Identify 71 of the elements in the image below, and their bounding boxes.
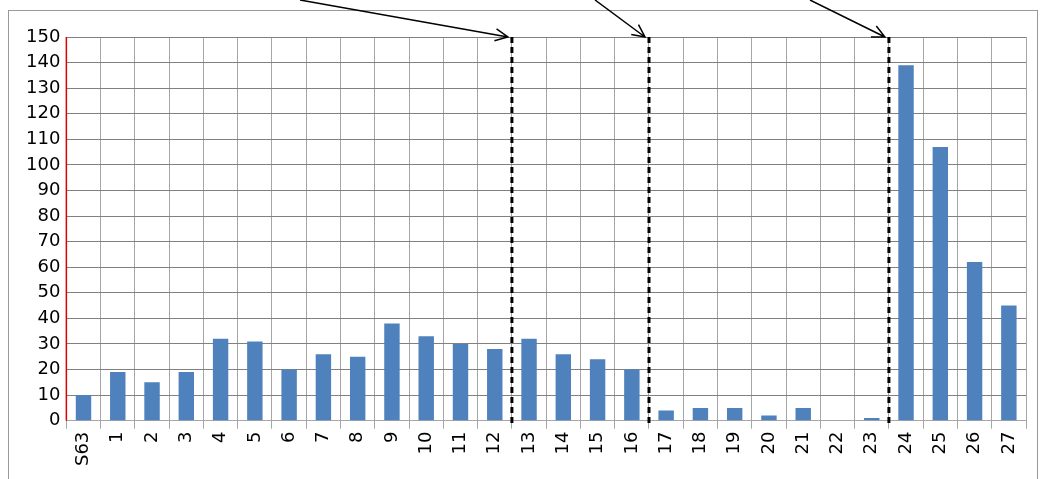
x-tick-label: 1 [105,431,127,444]
x-tick-label: 16 [619,431,641,455]
x-tick-label: 21 [790,431,812,455]
bar [624,369,640,421]
bar [932,146,949,421]
y-tick-label: 120 [26,101,61,123]
y-tick-label: 130 [26,75,61,97]
bar [795,407,811,421]
x-tick-label: 26 [962,431,984,455]
y-tick-label: 60 [37,254,61,276]
x-tick-label: 19 [722,431,744,455]
bar [281,369,297,421]
x-tick-label: 5 [242,431,264,444]
x-tick-label: 10 [413,431,435,455]
x-tick-label: 25 [927,431,949,455]
bar [384,323,400,421]
bar [761,415,777,421]
x-tick-label: 13 [516,431,538,455]
x-tick-label: 23 [859,431,881,455]
bar [418,336,434,421]
x-tick-label: 3 [173,431,195,444]
y-tick-label: 90 [37,178,61,200]
bar [144,382,160,421]
y-tick-label: 70 [37,229,61,251]
bar [349,356,366,421]
y-tick-label: 0 [48,408,61,430]
y-tick-label: 50 [37,280,61,302]
x-tick-label: 20 [756,431,778,455]
bar [178,372,195,421]
x-tick-label: 4 [208,431,230,444]
y-tick-label: 110 [26,126,61,148]
x-tick-label: 6 [276,431,298,444]
y-tick-label: 100 [26,152,61,174]
y-tick-label: 20 [37,357,61,379]
bar [589,359,606,421]
x-tick-label: 11 [448,431,470,455]
bar [1001,305,1017,421]
x-tick-label: S63 [71,431,93,467]
x-tick-label: 15 [585,431,607,455]
y-tick-label: 140 [26,50,61,72]
bar [692,407,709,421]
bar [555,354,572,421]
y-tick-label: 150 [26,24,61,46]
bar [247,341,263,421]
y-tick-label: 30 [37,331,61,353]
y-tick-label: 40 [37,306,61,328]
bar [898,65,914,421]
bar [110,372,126,421]
bar [315,354,332,421]
bar [726,407,743,421]
x-tick-label: 14 [550,431,572,455]
bar [75,395,92,421]
x-tick-label: 8 [345,431,367,444]
x-tick-label: 18 [688,431,710,455]
bar [487,349,503,421]
x-tick-label: 2 [139,431,161,444]
bar [212,338,229,421]
x-tick-label: 7 [311,431,333,444]
bar [658,410,674,421]
y-tick-label: 10 [37,382,61,404]
x-tick-label: 22 [825,431,847,455]
x-tick-label: 27 [996,431,1018,455]
x-tick-label: 24 [893,431,915,455]
x-tick-label: 9 [379,431,401,444]
bar [521,338,537,421]
x-tick-label: 12 [482,431,504,455]
bar [864,418,880,421]
bar [452,343,469,421]
x-tick-label: 17 [653,431,675,455]
y-tick-label: 80 [37,203,61,225]
bar [966,262,983,421]
